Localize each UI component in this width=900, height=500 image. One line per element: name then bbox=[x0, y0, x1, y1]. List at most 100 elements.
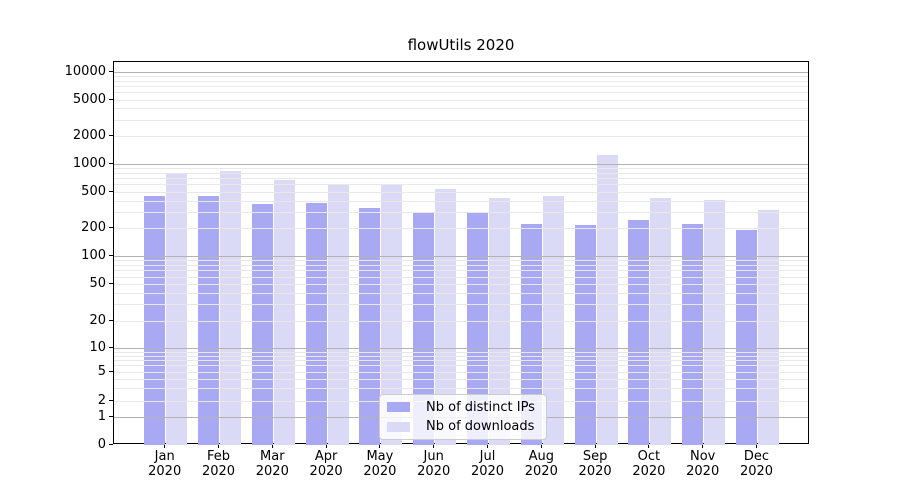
x-tick-label-jun: Jun 2020 bbox=[407, 449, 461, 479]
bar-distinct-ips-sep bbox=[574, 224, 596, 445]
gridline-minor bbox=[114, 119, 808, 121]
x-tick-mark bbox=[648, 444, 650, 448]
y-tick-label: 1 bbox=[97, 408, 106, 424]
bar-distinct-ips-apr bbox=[305, 203, 327, 445]
gridline-minor bbox=[114, 270, 808, 272]
gridline-minor bbox=[114, 178, 808, 180]
x-tick-mark bbox=[756, 444, 757, 448]
gridline-minor bbox=[114, 108, 808, 110]
y-tick-label: 2000 bbox=[72, 128, 106, 144]
gridline-minor bbox=[114, 387, 808, 389]
x-tick-label-apr: Apr 2020 bbox=[299, 449, 353, 479]
x-tick-label-may: May 2020 bbox=[353, 449, 407, 479]
x-tick-year: 2020 bbox=[686, 464, 720, 479]
x-tick-year: 2020 bbox=[524, 464, 558, 479]
bar-downloads-oct bbox=[650, 198, 672, 445]
y-tick-mark bbox=[109, 190, 113, 192]
y-tick-label: 5 bbox=[97, 363, 106, 379]
gridline-minor bbox=[114, 378, 808, 380]
gridline-minor bbox=[114, 265, 808, 266]
gridline-major bbox=[114, 256, 808, 258]
gridline-minor bbox=[114, 292, 808, 294]
x-tick-label-oct: Oct 2020 bbox=[622, 449, 676, 479]
gridline-minor bbox=[114, 191, 808, 193]
legend: Nb of distinct IPs Nb of downloads bbox=[379, 394, 547, 440]
bars-layer bbox=[114, 62, 808, 445]
y-tick-label: 50 bbox=[89, 275, 106, 291]
x-tick-mark bbox=[702, 444, 704, 448]
gridline-minor bbox=[114, 260, 808, 262]
x-tick-month: Oct bbox=[637, 449, 661, 464]
gridlines-layer bbox=[114, 62, 808, 443]
gridline-minor bbox=[114, 276, 808, 278]
y-tick-mark bbox=[109, 255, 113, 257]
y-tick-label: 1000 bbox=[72, 155, 106, 171]
gridline-minor bbox=[114, 80, 808, 82]
gridline-minor bbox=[114, 320, 808, 322]
y-tick-mark bbox=[109, 415, 113, 417]
x-tick-label-jul: Jul 2020 bbox=[461, 449, 515, 479]
y-tick-mark bbox=[109, 347, 113, 349]
gridline-major bbox=[114, 348, 808, 350]
bar-distinct-ips-mar bbox=[251, 204, 273, 445]
x-tick-mark bbox=[325, 444, 327, 448]
bar-downloads-sep bbox=[596, 154, 618, 445]
bar-downloads-feb bbox=[220, 170, 241, 445]
bar-distinct-ips-oct bbox=[628, 219, 650, 445]
y-tick-mark bbox=[109, 135, 113, 137]
x-tick-mark bbox=[433, 444, 435, 448]
y-tick-label: 5000 bbox=[72, 91, 106, 107]
x-tick-year: 2020 bbox=[470, 464, 505, 479]
y-tick-label: 100 bbox=[81, 248, 106, 264]
y-tick-mark bbox=[109, 443, 113, 445]
y-tick-mark bbox=[109, 162, 113, 164]
legend-label: Nb of downloads bbox=[426, 419, 535, 435]
legend-row-downloads: Nb of downloads bbox=[380, 419, 546, 434]
x-tick-mark bbox=[379, 444, 381, 448]
y-tick-label: 20 bbox=[89, 312, 106, 328]
x-tick-label-dec: Dec 2020 bbox=[730, 449, 784, 479]
y-tick-label: 2 bbox=[97, 392, 106, 408]
legend-swatch-icon bbox=[387, 402, 410, 413]
x-tick-label-sep: Sep 2020 bbox=[568, 449, 622, 479]
x-tick-month: Mar bbox=[260, 449, 285, 464]
y-tick-mark bbox=[109, 282, 113, 284]
gridline-minor bbox=[114, 304, 808, 306]
gridline-major bbox=[114, 71, 808, 73]
x-tick-year: 2020 bbox=[309, 464, 343, 479]
gridline-minor bbox=[114, 184, 808, 186]
y-tick-label: 10 bbox=[89, 340, 106, 356]
y-tick-label: 200 bbox=[81, 220, 106, 236]
x-tick-month: Sep bbox=[582, 449, 608, 464]
bar-distinct-ips-nov bbox=[682, 224, 704, 445]
gridline-minor bbox=[114, 228, 808, 230]
gridline-minor bbox=[114, 351, 808, 353]
x-tick-month: Apr bbox=[314, 449, 338, 464]
gridline-minor bbox=[114, 212, 808, 214]
x-tick-year: 2020 bbox=[739, 464, 774, 479]
y-tick-mark bbox=[109, 399, 113, 401]
y-tick-label: 10000 bbox=[64, 63, 106, 79]
bar-distinct-ips-feb bbox=[198, 196, 219, 445]
x-tick-year: 2020 bbox=[201, 464, 236, 479]
bar-downloads-jan bbox=[166, 173, 188, 445]
bar-downloads-mar bbox=[273, 180, 295, 445]
x-tick-mark bbox=[487, 444, 488, 448]
bar-distinct-ips-may bbox=[359, 207, 381, 445]
gridline-minor bbox=[114, 360, 808, 362]
gridline-minor bbox=[114, 200, 808, 202]
gridline-minor bbox=[114, 86, 808, 87]
x-tick-year: 2020 bbox=[255, 464, 289, 479]
gridline-minor bbox=[114, 136, 808, 138]
y-tick-mark bbox=[109, 319, 113, 321]
y-tick-label: 0 bbox=[97, 436, 106, 452]
gridline-minor bbox=[114, 92, 808, 94]
bar-downloads-apr bbox=[327, 183, 349, 445]
gridline-minor bbox=[114, 168, 808, 170]
x-tick-month: Jan bbox=[154, 449, 175, 464]
x-tick-month: Aug bbox=[528, 449, 554, 464]
bar-distinct-ips-dec bbox=[736, 229, 757, 445]
bar-downloads-dec bbox=[758, 210, 779, 445]
x-tick-year: 2020 bbox=[578, 464, 612, 479]
